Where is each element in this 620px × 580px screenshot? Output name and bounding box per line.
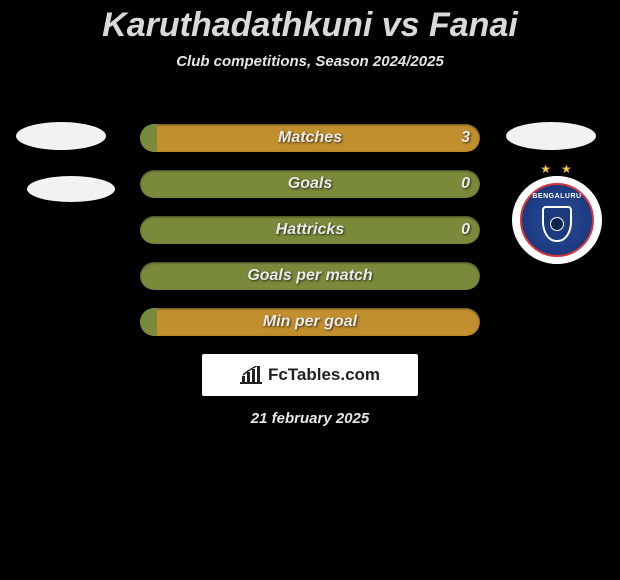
page-title: Karuthadathkuni vs Fanai <box>0 0 620 45</box>
stat-label: Min per goal <box>140 308 480 336</box>
date-text: 21 february 2025 <box>0 410 620 427</box>
placeholder-ellipse <box>16 122 106 150</box>
placeholder-ellipse <box>27 176 115 202</box>
stat-row: Hattricks0 <box>140 216 480 244</box>
bengaluru-club-text: BENGALURU <box>522 193 592 200</box>
stat-label: Goals per match <box>140 262 480 290</box>
stat-label: Hattricks <box>140 216 480 244</box>
team-badge-right-2: ★★ BENGALURU <box>512 176 602 264</box>
ball-icon <box>550 217 564 231</box>
stat-right-value: 0 <box>461 170 470 198</box>
stat-row: Min per goal <box>140 308 480 336</box>
team-badge-left-2 <box>27 146 115 232</box>
attribution-text: FcTables.com <box>268 365 380 385</box>
stats-container: Matches3Goals0Hattricks0Goals per matchM… <box>140 124 480 354</box>
shield-icon <box>542 206 572 242</box>
bar-chart-icon <box>240 366 262 384</box>
stat-right-value: 3 <box>461 124 470 152</box>
bengaluru-badge: ★★ BENGALURU <box>513 176 601 264</box>
star-icon: ★★ <box>513 162 601 176</box>
stat-right-value: 0 <box>461 216 470 244</box>
stat-label: Matches <box>140 124 480 152</box>
attribution-box: FcTables.com <box>202 354 418 396</box>
stat-label: Goals <box>140 170 480 198</box>
placeholder-ellipse <box>506 122 596 150</box>
stat-row: Goals per match <box>140 262 480 290</box>
bengaluru-inner-disc: BENGALURU <box>520 183 594 257</box>
stat-row: Matches3 <box>140 124 480 152</box>
stat-row: Goals0 <box>140 170 480 198</box>
page-subtitle: Club competitions, Season 2024/2025 <box>0 53 620 70</box>
